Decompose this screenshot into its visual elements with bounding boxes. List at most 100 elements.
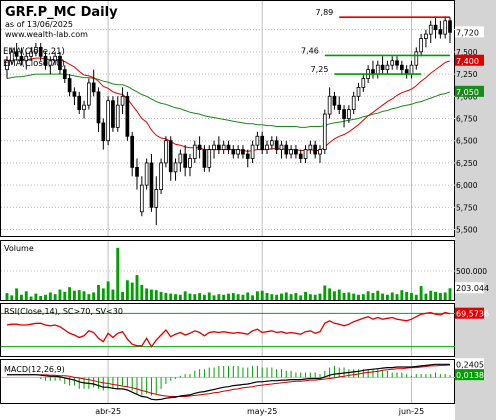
- price-level-label: 7,25: [311, 65, 329, 74]
- volume-bar: [154, 290, 158, 300]
- ema70-line: [6, 73, 451, 128]
- volume-bar: [145, 288, 149, 300]
- candle-body: [400, 64, 404, 71]
- volume-bar: [236, 294, 240, 300]
- volume-bar: [227, 293, 230, 300]
- candle-body: [67, 78, 72, 93]
- volume-bar: [255, 291, 259, 300]
- candle-body: [279, 144, 284, 150]
- candle-body: [269, 140, 274, 146]
- volume-bar: [390, 292, 394, 300]
- candle-body: [414, 51, 419, 66]
- macd-last-label: 0,2405: [456, 360, 484, 369]
- x-tick-label: may-25: [247, 407, 277, 416]
- volume-bar: [48, 292, 52, 300]
- volume-bar: [275, 294, 279, 300]
- volume-bar: [5, 293, 9, 300]
- volume-bar: [395, 294, 399, 300]
- candle-body: [173, 162, 178, 173]
- volume-bar: [410, 293, 413, 300]
- volume-bar: [106, 281, 110, 300]
- candle-body: [188, 158, 192, 168]
- volume-bar: [448, 288, 452, 300]
- volume-bar: [260, 290, 264, 300]
- candle-body: [24, 55, 29, 62]
- volume-bar: [284, 292, 288, 300]
- legend-ema21: EMA(Close,21): [3, 47, 65, 57]
- candle-body: [87, 82, 91, 106]
- volume-tick-label: 500.000: [456, 267, 487, 276]
- price-tick-label: 6,500: [456, 137, 478, 146]
- volume-bar: [174, 294, 177, 300]
- candle-body: [313, 144, 318, 155]
- x-tick-label: abr-25: [95, 407, 121, 416]
- rsi-line: [6, 311, 451, 348]
- macd-last-label-bg: [455, 358, 484, 370]
- price-level-label: 7,89: [315, 8, 333, 17]
- volume-bar: [159, 291, 163, 300]
- candle-body: [327, 95, 332, 115]
- candle-body: [5, 60, 9, 71]
- candle-body: [385, 64, 390, 71]
- volume-bar: [24, 291, 28, 300]
- volume-bar: [443, 292, 447, 300]
- candle-body: [168, 140, 173, 173]
- volume-bar: [313, 294, 317, 300]
- volume-last-label: 203.044: [456, 284, 489, 293]
- volume-bar: [376, 290, 380, 300]
- candle-body: [289, 149, 293, 155]
- price-tick-label: 5,500: [456, 226, 478, 235]
- candle-body: [217, 144, 221, 150]
- volume-bar: [101, 288, 105, 300]
- volume-bar: [198, 293, 202, 300]
- candle-body: [144, 162, 149, 186]
- volume-bar: [63, 291, 67, 300]
- volume-bar: [178, 294, 182, 300]
- chart-title: GRF.P_MC Daily: [5, 5, 118, 20]
- price-level-label: 7,46: [301, 46, 319, 55]
- last-close-label-bg: [455, 26, 484, 38]
- candle-body: [260, 135, 265, 150]
- candle-body: [255, 135, 260, 146]
- candle-body: [342, 109, 346, 119]
- candle-body: [130, 135, 135, 168]
- axis-labels: abr-25may-25jun-257,7507,5007,2507,0006,…: [95, 26, 489, 416]
- candle-body: [125, 95, 130, 137]
- volume-bar: [308, 294, 312, 300]
- volume-bar: [58, 289, 62, 300]
- volume-bar: [169, 293, 173, 300]
- volume-bar: [140, 284, 144, 300]
- candle-body: [303, 149, 308, 159]
- macd-signal-line: [7, 364, 451, 397]
- volume-bar: [400, 290, 404, 300]
- volume-bar: [342, 293, 346, 300]
- candle-body: [62, 69, 67, 79]
- volume-bar: [15, 288, 19, 300]
- volume-bar: [29, 296, 33, 300]
- volume-bar: [419, 286, 423, 300]
- volume-bar: [328, 288, 332, 300]
- candle-body: [433, 24, 438, 31]
- volume-bar: [414, 294, 418, 300]
- candle-body: [72, 91, 77, 97]
- candle-body: [221, 144, 226, 150]
- volume-bar: [332, 291, 336, 300]
- volume-bar: [294, 293, 298, 300]
- rsi-last-label-bg: [455, 307, 484, 319]
- volume-bar: [337, 289, 341, 300]
- price-series: 7,89 7,46 7,25: [5, 8, 452, 226]
- volume-series: [5, 247, 452, 300]
- volume-bar: [188, 293, 192, 300]
- candle-body: [318, 149, 322, 155]
- ema21-value-label-bg: [455, 54, 484, 66]
- volume-bar: [53, 294, 57, 300]
- ema21-value-label: 7,400: [456, 57, 479, 66]
- volume-bar: [121, 291, 125, 300]
- volume-bar: [429, 290, 433, 300]
- as-of-date: as of 13/06/2025: [5, 20, 73, 29]
- volume-bar: [251, 295, 255, 300]
- price-tick-label: 6,250: [456, 159, 478, 168]
- candle-body: [428, 24, 433, 35]
- volume-bar: [241, 294, 245, 300]
- volume-bar: [323, 285, 327, 300]
